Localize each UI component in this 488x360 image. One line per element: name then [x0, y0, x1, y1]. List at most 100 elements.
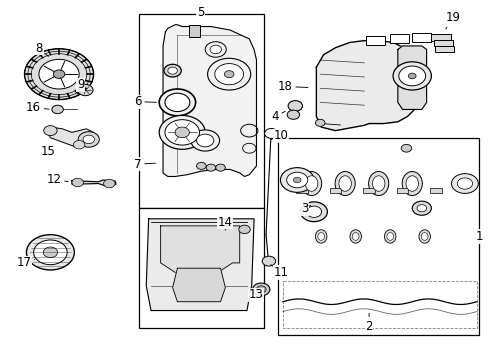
Circle shape [305, 206, 321, 217]
Text: 12: 12 [46, 173, 68, 186]
Circle shape [163, 64, 181, 77]
Bar [434, 46, 453, 52]
Ellipse shape [386, 233, 393, 240]
Ellipse shape [317, 233, 324, 240]
Circle shape [264, 129, 278, 138]
Bar [139, 14, 263, 208]
Polygon shape [163, 25, 256, 176]
Polygon shape [146, 219, 254, 311]
Circle shape [73, 140, 85, 149]
Bar [278, 138, 478, 335]
Text: 7: 7 [134, 158, 155, 171]
Circle shape [34, 240, 67, 265]
Ellipse shape [338, 176, 351, 191]
Circle shape [52, 105, 63, 114]
Circle shape [53, 70, 65, 78]
Ellipse shape [418, 230, 429, 243]
Ellipse shape [384, 230, 395, 243]
Circle shape [280, 168, 313, 192]
Ellipse shape [334, 171, 354, 195]
Circle shape [450, 174, 477, 193]
Circle shape [209, 45, 221, 54]
Text: 8: 8 [36, 42, 48, 57]
Ellipse shape [405, 176, 418, 191]
Circle shape [43, 247, 58, 258]
Text: 15: 15 [41, 145, 56, 158]
Ellipse shape [349, 230, 361, 243]
Circle shape [206, 164, 215, 171]
Circle shape [262, 256, 275, 266]
Circle shape [205, 42, 226, 57]
Polygon shape [316, 41, 421, 131]
Circle shape [78, 84, 93, 96]
Bar [389, 34, 408, 43]
Text: 16: 16 [26, 101, 49, 114]
Ellipse shape [301, 171, 321, 195]
Circle shape [159, 116, 205, 149]
Circle shape [215, 164, 225, 171]
Text: 3: 3 [301, 202, 310, 215]
Circle shape [315, 119, 325, 126]
Text: 11: 11 [270, 265, 287, 279]
Text: 13: 13 [248, 288, 263, 301]
Ellipse shape [368, 171, 388, 195]
Circle shape [24, 49, 93, 100]
Polygon shape [48, 127, 98, 147]
Polygon shape [397, 46, 426, 109]
Polygon shape [160, 226, 239, 277]
Circle shape [175, 127, 189, 138]
Circle shape [256, 286, 265, 293]
Ellipse shape [421, 233, 427, 240]
Circle shape [164, 93, 189, 112]
Circle shape [103, 179, 115, 188]
Circle shape [407, 73, 415, 79]
Circle shape [196, 162, 206, 170]
Circle shape [72, 178, 83, 187]
Text: 10: 10 [271, 129, 287, 143]
Circle shape [190, 130, 219, 151]
Circle shape [43, 126, 57, 136]
Circle shape [39, 59, 79, 89]
Bar [296, 188, 307, 193]
Circle shape [456, 178, 471, 189]
Polygon shape [172, 268, 225, 302]
Text: 5: 5 [196, 6, 203, 19]
Text: 6: 6 [134, 95, 156, 108]
Bar [363, 188, 374, 193]
Text: 2: 2 [365, 313, 372, 333]
Circle shape [400, 144, 411, 152]
Circle shape [238, 225, 250, 234]
Circle shape [26, 235, 74, 270]
Circle shape [214, 64, 243, 85]
Circle shape [78, 132, 99, 147]
Ellipse shape [372, 176, 384, 191]
Text: 14: 14 [217, 216, 232, 230]
Ellipse shape [351, 233, 358, 240]
Text: 1: 1 [475, 230, 482, 243]
Circle shape [196, 134, 213, 147]
Circle shape [287, 101, 302, 111]
Circle shape [293, 177, 301, 183]
Circle shape [224, 71, 233, 78]
Ellipse shape [305, 176, 317, 191]
Circle shape [164, 120, 199, 145]
Ellipse shape [401, 171, 422, 195]
Bar [433, 40, 452, 46]
Circle shape [252, 283, 269, 296]
Text: 9: 9 [77, 78, 84, 91]
Circle shape [416, 205, 426, 212]
Bar [189, 25, 200, 37]
Text: 18: 18 [277, 80, 307, 93]
Bar [396, 188, 407, 193]
Bar [139, 208, 263, 328]
Circle shape [286, 172, 307, 188]
Circle shape [167, 67, 177, 74]
Bar [429, 188, 441, 193]
Circle shape [207, 58, 250, 90]
Bar [329, 188, 341, 193]
Polygon shape [72, 180, 116, 186]
Text: 19: 19 [445, 11, 460, 29]
Circle shape [300, 202, 327, 222]
Bar [411, 33, 430, 42]
Circle shape [392, 62, 430, 90]
